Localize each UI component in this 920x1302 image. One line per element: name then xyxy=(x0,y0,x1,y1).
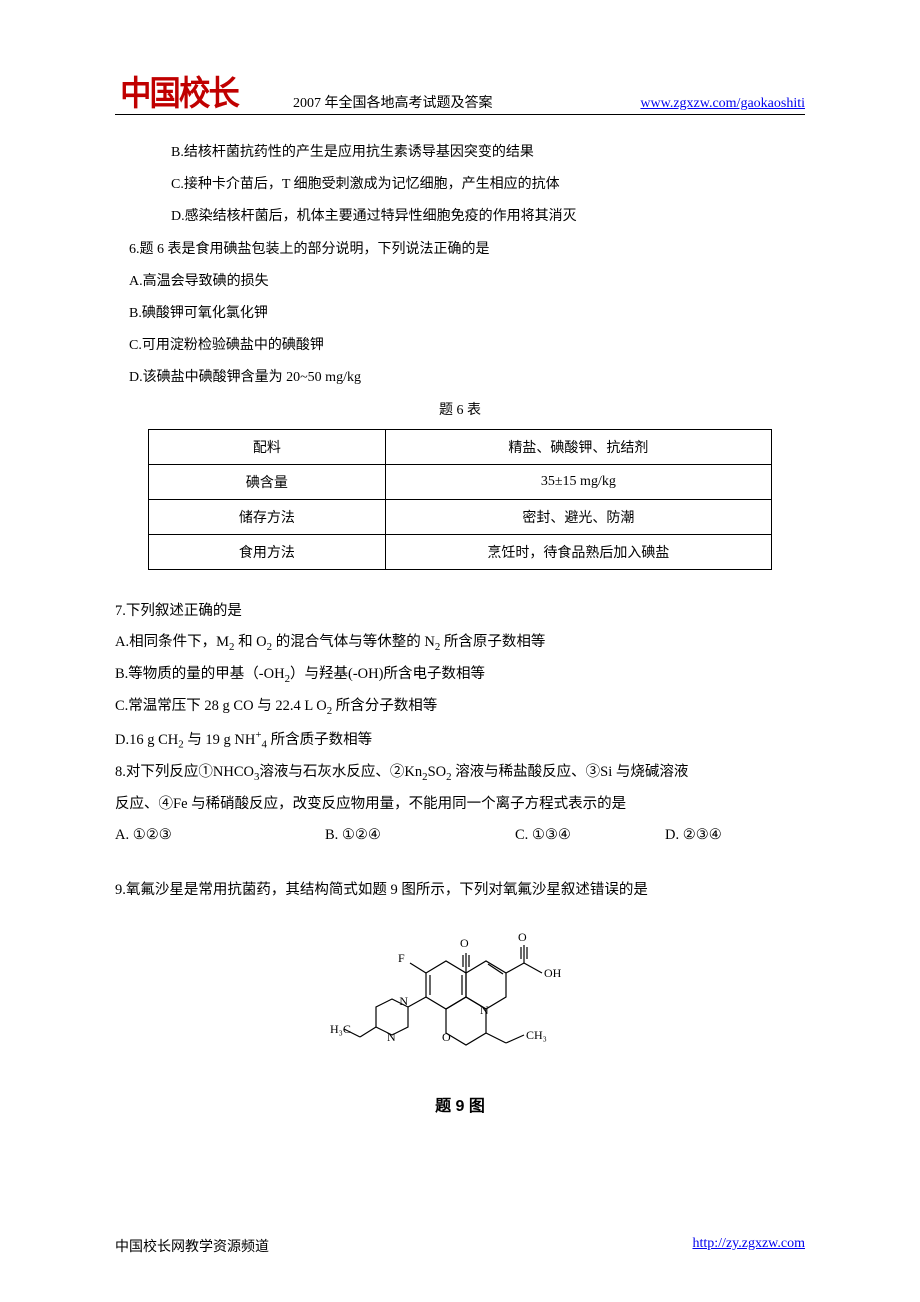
q8-option-b: B. ①②④ xyxy=(325,820,515,851)
atom-label: N xyxy=(399,994,408,1008)
q6-option-b: B.碘酸钾可氧化氯化钾 xyxy=(115,298,805,330)
atom-label: O xyxy=(518,930,527,944)
table-cell: 配料 xyxy=(149,429,386,464)
q5-option-d: D.感染结核杆菌后，机体主要通过特异性细胞免疫的作用将其消灭 xyxy=(115,201,805,233)
page: 中国校长 2007 年全国各地高考试题及答案 www.zgxzw.com/gao… xyxy=(0,0,920,1302)
site-logo: 中国校长 xyxy=(120,78,238,112)
footer-link[interactable]: http://zy.zgxzw.com xyxy=(693,1236,806,1256)
atom-label: CH₃ xyxy=(526,1028,547,1042)
atom-label: O xyxy=(460,936,469,950)
table-cell: 烹饪时，待食品熟后加入碘盐 xyxy=(385,534,771,569)
q7-option-a: A.相同条件下，M2 和 O2 的混合气体与等休整的 N2 所含原子数相等 xyxy=(115,627,805,659)
q6-table-caption: 题 6 表 xyxy=(115,395,805,427)
q8-option-d: D. ②③④ xyxy=(665,820,722,851)
atom-label: N xyxy=(480,1003,489,1017)
q7-stem: 7.下列叙述正确的是 xyxy=(115,596,805,627)
table-cell: 35±15 mg/kg xyxy=(385,464,771,499)
footer-left: 中国校长网教学资源频道 xyxy=(115,1236,269,1256)
header-link[interactable]: www.zgxzw.com/gaokaoshiti xyxy=(640,96,805,112)
q7-option-b: B.等物质的量的甲基（-OH2）与羟基(-OH)所含电子数相等 xyxy=(115,659,805,691)
q7-option-d: D.16 g CH2 与 19 g NH+4 所含质子数相等 xyxy=(115,724,805,757)
table-cell: 密封、避光、防潮 xyxy=(385,499,771,534)
header: 中国校长 2007 年全国各地高考试题及答案 www.zgxzw.com/gao… xyxy=(115,78,805,115)
header-title: 2007 年全国各地高考试题及答案 xyxy=(293,92,493,112)
atom-label: O xyxy=(442,1030,451,1044)
q7-option-c: C.常温常压下 28 g CO 与 22.4 L O2 所含分子数相等 xyxy=(115,691,805,723)
atom-label: OH xyxy=(544,966,562,980)
q5-option-c: C.接种卡介苗后，T 细胞受刺激成为记忆细胞，产生相应的抗体 xyxy=(115,169,805,201)
table-row: 配料 精盐、碘酸钾、抗结剂 xyxy=(149,429,772,464)
q8-options: A. ①②③ B. ①②④ C. ①③④ D. ②③④ xyxy=(115,820,805,851)
footer: 中国校长网教学资源频道 http://zy.zgxzw.com xyxy=(115,1236,805,1256)
q8-option-c: C. ①③④ xyxy=(515,820,665,851)
q8-option-a: A. ①②③ xyxy=(115,820,325,851)
q8-stem-line1: 8.对下列反应①NHCO3溶液与石灰水反应、②Kn2SO2 溶液与稀盐酸反应、③… xyxy=(115,757,805,789)
q6-option-a: A.高温会导致碘的损失 xyxy=(115,266,805,298)
q5-option-b: B.结核杆菌抗药性的产生是应用抗生素诱导基因突变的结果 xyxy=(115,137,805,169)
atom-label: F xyxy=(398,951,405,965)
q6-option-d: D.该碘盐中碘酸钾含量为 20~50 mg/kg xyxy=(115,362,805,394)
table-cell: 食用方法 xyxy=(149,534,386,569)
table-row: 储存方法 密封、避光、防潮 xyxy=(149,499,772,534)
q9-figure: O O OH F N N N O CH₃ H₃C 题 9 图 xyxy=(115,915,805,1116)
q8-stem-line2: 反应、④Fe 与稀硝酸反应，改变反应物用量，不能用同一个离子方程式表示的是 xyxy=(115,789,805,820)
lower-body: 7.下列叙述正确的是 A.相同条件下，M2 和 O2 的混合气体与等休整的 N2… xyxy=(115,596,805,907)
q9-figure-caption: 题 9 图 xyxy=(115,1092,805,1116)
atom-label: H₃C xyxy=(330,1022,351,1036)
table-cell: 储存方法 xyxy=(149,499,386,534)
table-cell: 精盐、碘酸钾、抗结剂 xyxy=(385,429,771,464)
q6-table: 配料 精盐、碘酸钾、抗结剂 碘含量 35±15 mg/kg 储存方法 密封、避光… xyxy=(148,429,772,570)
atom-label: N xyxy=(387,1030,396,1044)
q6-option-c: C.可用淀粉检验碘盐中的碘酸钾 xyxy=(115,330,805,362)
q9-stem: 9.氧氟沙星是常用抗菌药，其结构简式如题 9 图所示，下列对氧氟沙星叙述错误的是 xyxy=(115,875,805,906)
table-row: 食用方法 烹饪时，待食品熟后加入碘盐 xyxy=(149,534,772,569)
table-cell: 碘含量 xyxy=(149,464,386,499)
table-row: 碘含量 35±15 mg/kg xyxy=(149,464,772,499)
molecule-icon: O O OH F N N N O CH₃ H₃C xyxy=(330,915,590,1085)
q6-stem: 6.题 6 表是食用碘盐包装上的部分说明，下列说法正确的是 xyxy=(115,234,805,266)
